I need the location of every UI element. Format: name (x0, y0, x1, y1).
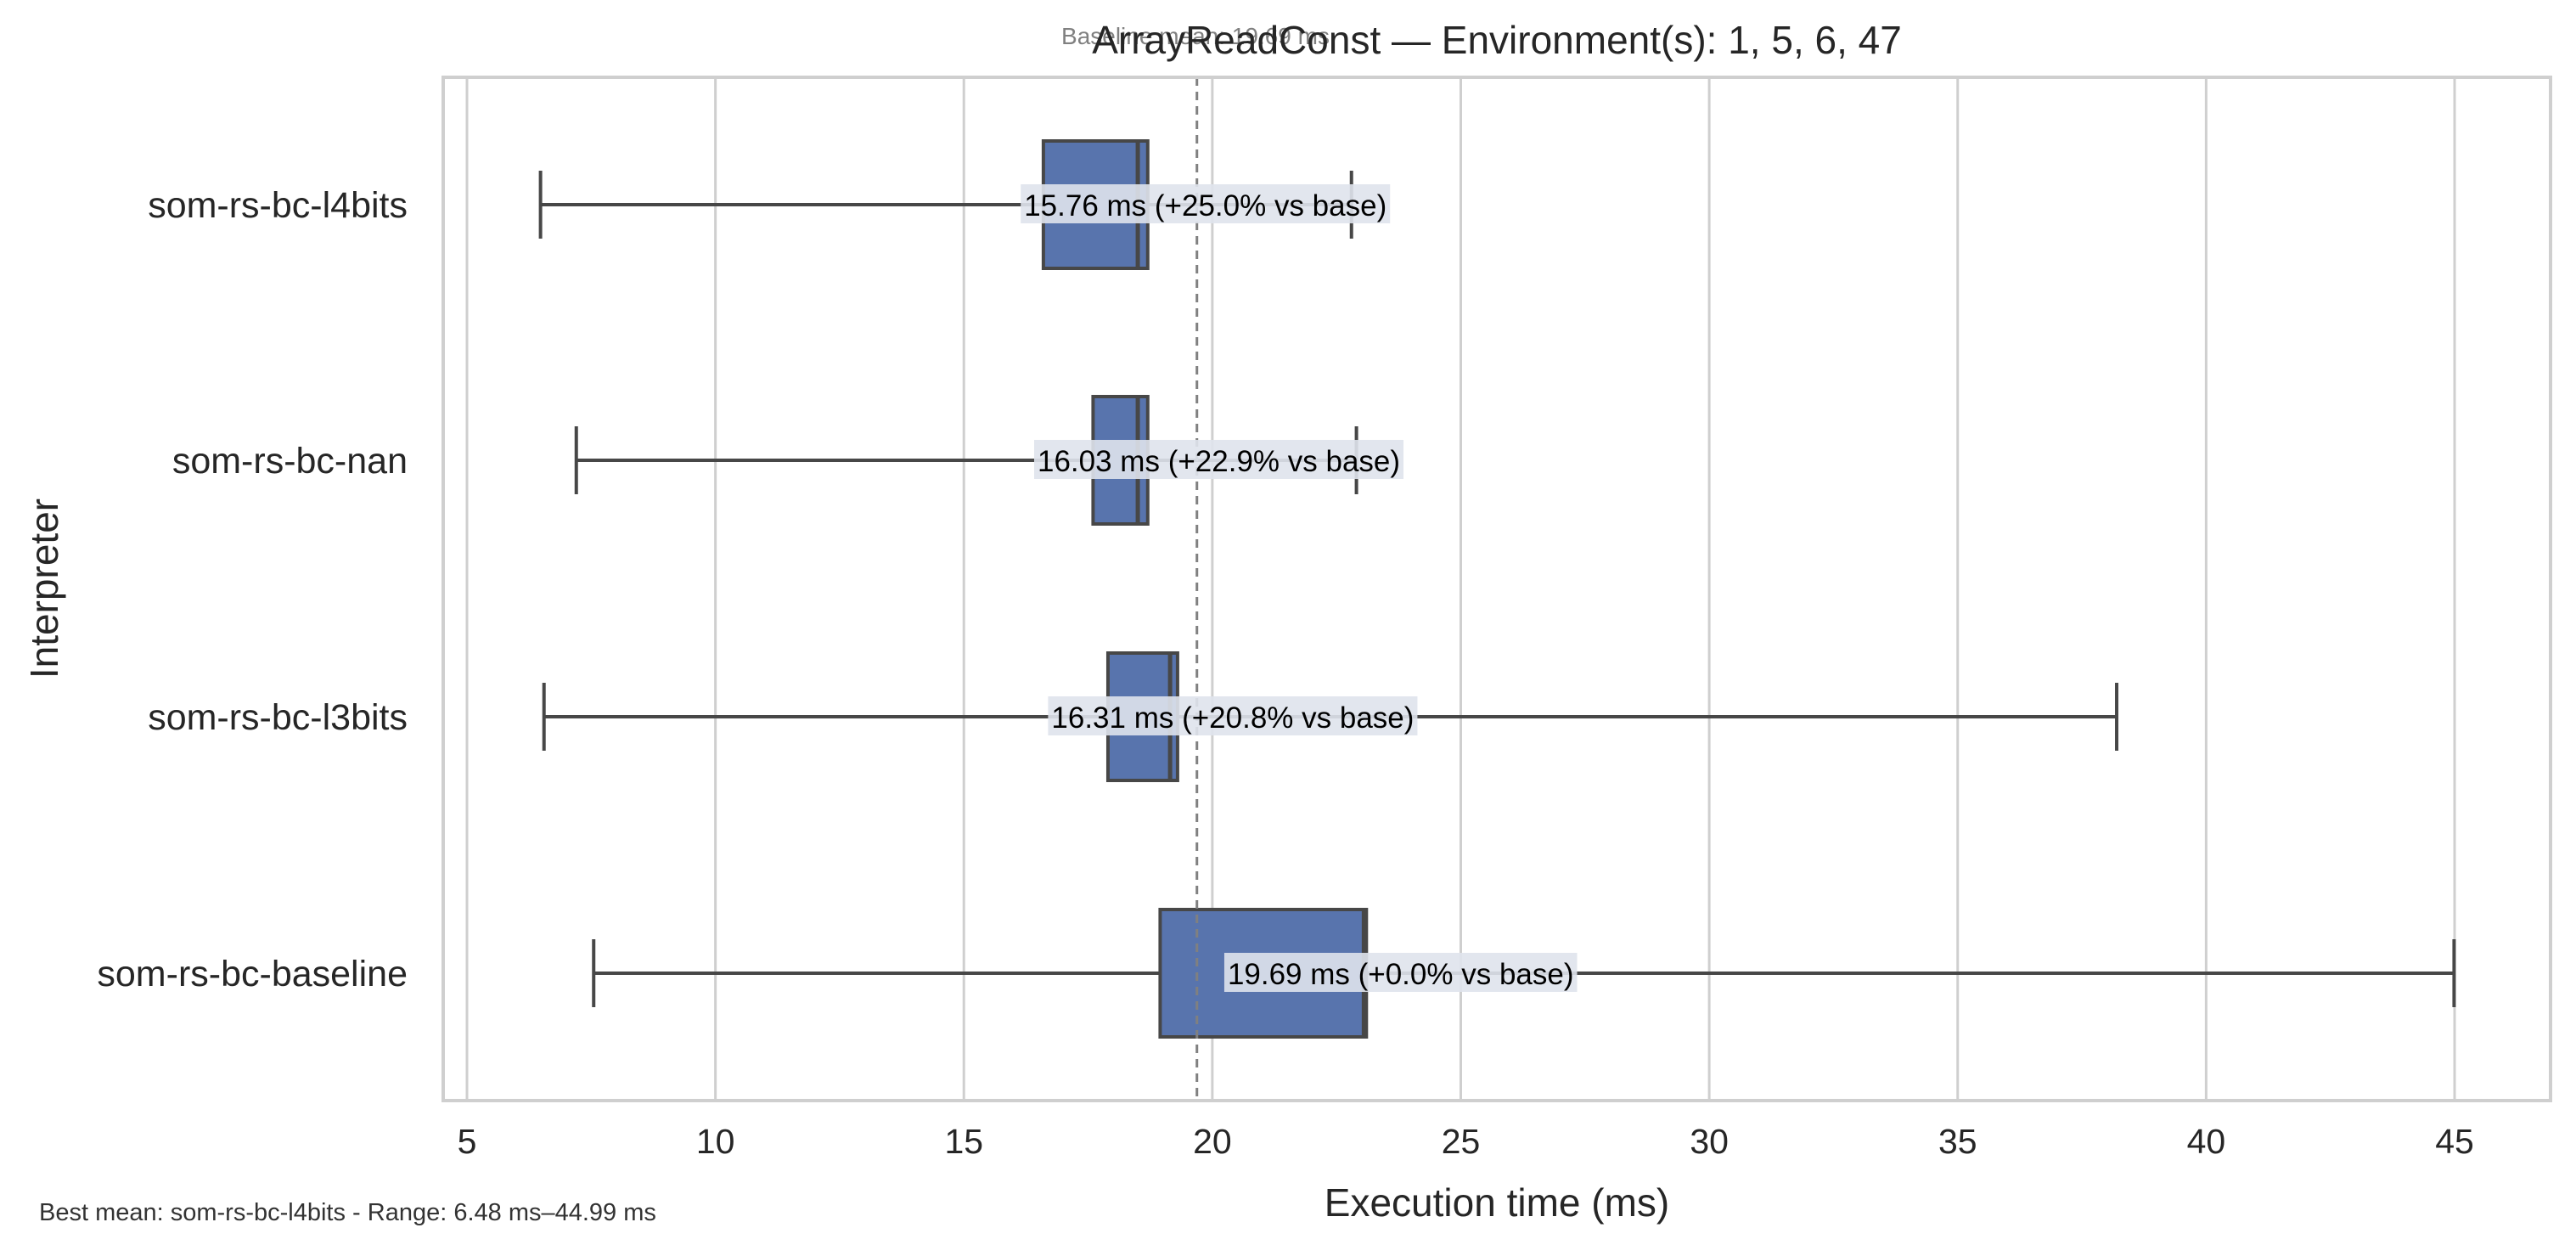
x-tick-label: 40 (2187, 1122, 2226, 1161)
mean-value-label: 16.03 ms (+22.9% vs base) (1038, 445, 1400, 478)
x-tick-label: 25 (1442, 1122, 1481, 1161)
y-tick-label: som-rs-bc-l3bits (148, 697, 408, 738)
x-axis-label: Execution time (ms) (1325, 1180, 1669, 1225)
x-tick-label: 45 (2435, 1122, 2474, 1161)
x-tick-label: 10 (696, 1122, 735, 1161)
mean-value-label: 19.69 ms (+0.0% vs base) (1228, 958, 1574, 991)
baseline-note: Baseline mean: 19.69 ms (1061, 23, 1330, 49)
x-tick-label: 20 (1193, 1122, 1232, 1161)
y-tick-label: som-rs-bc-baseline (97, 954, 408, 994)
footer-note: Best mean: som-rs-bc-l4bits - Range: 6.4… (39, 1199, 656, 1226)
x-tick-label: 5 (458, 1122, 477, 1161)
mean-value-label-background (1048, 696, 1418, 735)
x-tick-label: 30 (1690, 1122, 1729, 1161)
plot-frame (442, 76, 2552, 1102)
mean-value-label: 15.76 ms (+25.0% vs base) (1024, 189, 1386, 222)
chart-title: ArrayReadConst — Environment(s): 1, 5, 6… (1092, 18, 1902, 62)
y-tick-label: som-rs-bc-l4bits (148, 185, 408, 226)
x-tick-label: 15 (944, 1122, 983, 1161)
mean-value-label: 16.31 ms (+20.8% vs base) (1051, 701, 1414, 735)
mean-value-label-background (1021, 184, 1391, 223)
mean-value-label-background (1034, 440, 1404, 479)
axis-layer: 5 10 15 20 25 30 35 40 45 som-rs-bc-l4bits som-rs-… (97, 185, 2473, 1161)
x-tick-label: 35 (1938, 1122, 1977, 1161)
plot-layer: 15.76 ms (+25.0% vs base) 16.03 ms (+22.9… (538, 77, 2456, 1101)
y-axis-label: Interpreter (22, 498, 66, 679)
mean-value-label-background (1223, 953, 1578, 992)
grid-layer (465, 77, 2456, 1101)
y-tick-label: som-rs-bc-nan (172, 441, 408, 482)
